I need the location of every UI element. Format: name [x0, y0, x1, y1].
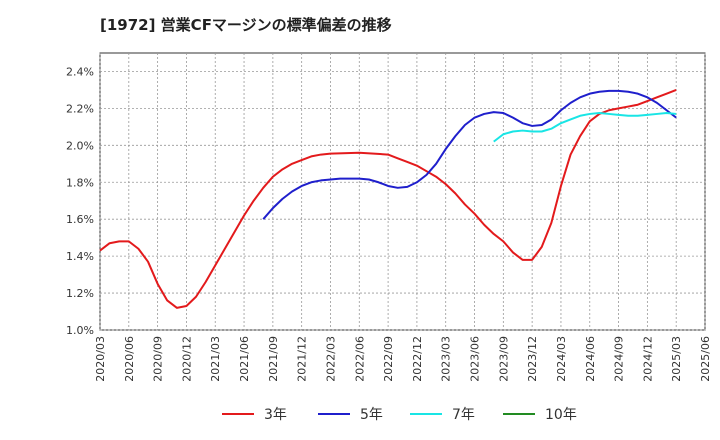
x-tick-label: 2023/09: [497, 336, 510, 382]
y-tick-label: 2.4%: [66, 65, 94, 78]
plot-frame: [99, 52, 706, 331]
legend-label: 5年: [360, 407, 383, 423]
series-group: [99, 88, 677, 309]
y-tick-label: 2.2%: [66, 102, 94, 115]
x-tick-label: 2021/06: [238, 336, 251, 382]
x-axis: 2020/03 2020/06 2020/09 2020/12 2021/03 2021/…: [94, 336, 712, 382]
x-tick-label: 2020/09: [152, 336, 165, 382]
x-tick-label: 2025/06: [699, 336, 712, 382]
y-tick-label: 1.6%: [66, 213, 94, 226]
x-tick-label: 2025/03: [670, 336, 683, 382]
series-line-1: [262, 89, 677, 220]
x-tick-label: 2022/03: [324, 336, 337, 382]
x-tick-label: 2022/06: [353, 336, 366, 382]
y-tick-label: 1.2%: [66, 287, 94, 300]
y-tick-label: 1.4%: [66, 250, 94, 263]
series-line-2: [493, 112, 677, 143]
x-tick-label: 2024/03: [555, 336, 568, 382]
x-tick-label: 2021/09: [267, 336, 280, 382]
x-tick-label: 2020/06: [123, 336, 136, 382]
x-tick-label: 2023/03: [440, 336, 453, 382]
y-tick-label: 1.0%: [66, 324, 94, 337]
x-tick-label: 2024/12: [641, 336, 654, 382]
x-tick-label: 2024/06: [584, 336, 597, 382]
x-tick-label: 2022/12: [411, 336, 424, 382]
plot-area: [99, 52, 706, 331]
series-line-0: [99, 88, 677, 309]
y-axis: 1.0% 1.2% 1.4% 1.6% 1.8% 2.0% 2.2% 2.4%: [66, 65, 94, 337]
legend-label: 10年: [545, 407, 577, 423]
x-tick-label: 2024/09: [613, 336, 626, 382]
chart-title: [1972] 営業CFマージンの標準偏差の推移: [100, 16, 392, 34]
x-tick-label: 2023/12: [526, 336, 539, 382]
legend-label: 7年: [452, 407, 475, 423]
x-tick-label: 2021/03: [209, 336, 222, 382]
x-tick-label: 2021/12: [296, 336, 309, 382]
y-tick-label: 2.0%: [66, 139, 94, 152]
legend-label: 3年: [264, 407, 287, 423]
x-tick-label: 2023/06: [469, 336, 482, 382]
x-tick-label: 2022/09: [382, 336, 395, 382]
legend: 3年 5年 7年 10年: [222, 407, 577, 423]
y-tick-label: 1.8%: [66, 176, 94, 189]
x-tick-label: 2020/03: [94, 336, 107, 382]
x-tick-label: 2020/12: [180, 336, 193, 382]
